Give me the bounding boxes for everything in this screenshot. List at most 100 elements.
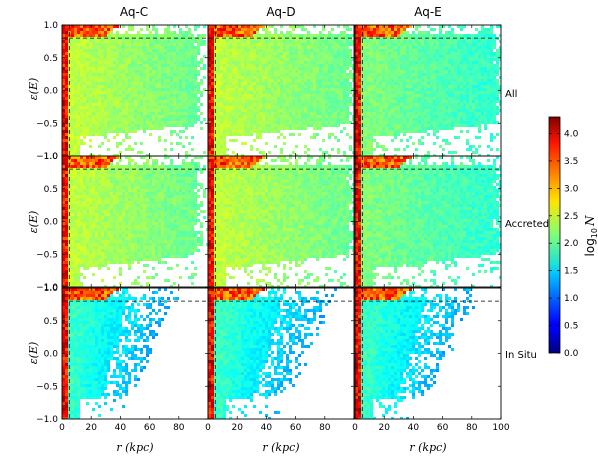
density-cell — [379, 103, 382, 106]
density-cell — [176, 58, 179, 61]
density-cell — [298, 97, 301, 100]
density-cell — [334, 55, 337, 58]
density-cell — [397, 94, 400, 97]
density-cell — [116, 34, 119, 37]
density-cell — [71, 100, 74, 103]
density-cell — [194, 73, 197, 76]
density-cell — [283, 40, 286, 43]
density-cell — [316, 67, 319, 70]
density-cell — [74, 46, 77, 49]
density-cell — [448, 67, 451, 70]
density-cell — [149, 61, 152, 64]
density-cell — [334, 121, 337, 124]
density-cell — [238, 34, 241, 37]
density-cell — [98, 124, 101, 127]
density-cell — [430, 49, 433, 52]
density-cell — [191, 91, 194, 94]
density-cell — [451, 112, 454, 115]
density-cell — [179, 64, 182, 67]
density-cell — [176, 97, 179, 100]
density-cell — [208, 49, 211, 52]
density-cell — [499, 109, 501, 112]
density-cell — [71, 46, 74, 49]
density-cell — [223, 52, 226, 55]
density-cell — [113, 100, 116, 103]
density-cell — [370, 106, 373, 109]
density-cell — [250, 133, 253, 136]
density-cell — [164, 61, 167, 64]
density-cell — [274, 40, 277, 43]
density-cell — [197, 70, 200, 73]
density-cell — [217, 91, 220, 94]
density-cell — [125, 91, 128, 94]
density-cell — [74, 121, 77, 124]
density-cell — [173, 79, 176, 82]
density-cell — [415, 88, 418, 91]
density-cell — [283, 109, 286, 112]
density-cell — [481, 82, 484, 85]
density-cell — [253, 28, 256, 31]
density-cell — [304, 40, 307, 43]
density-cell — [460, 49, 463, 52]
density-cell — [409, 55, 412, 58]
density-cell — [397, 118, 400, 121]
density-cell — [188, 61, 191, 64]
density-cell — [448, 58, 451, 61]
density-cell — [457, 67, 460, 70]
density-cell — [475, 109, 478, 112]
density-cell — [496, 94, 499, 97]
density-cell — [283, 46, 286, 49]
density-cell — [268, 109, 271, 112]
density-cell — [241, 70, 244, 73]
density-cell — [277, 109, 280, 112]
density-cell — [307, 109, 310, 112]
density-cell — [247, 64, 250, 67]
density-cell — [292, 25, 295, 28]
density-cell — [370, 112, 373, 115]
density-cell — [71, 67, 74, 70]
density-cell — [241, 121, 244, 124]
density-cell — [80, 88, 83, 91]
density-cell — [95, 25, 98, 28]
density-cell — [164, 58, 167, 61]
density-cell — [116, 67, 119, 70]
density-cell — [86, 106, 89, 109]
density-cell — [259, 85, 262, 88]
density-cell — [439, 40, 442, 43]
density-cell — [457, 73, 460, 76]
density-cell — [340, 76, 343, 79]
density-cell — [355, 64, 358, 67]
density-cell — [113, 37, 116, 40]
density-cell — [152, 61, 155, 64]
density-cell — [484, 118, 487, 121]
density-cell — [490, 91, 493, 94]
density-cell — [223, 55, 226, 58]
density-cell — [307, 121, 310, 124]
density-cell — [388, 103, 391, 106]
density-cell — [232, 55, 235, 58]
density-cell — [229, 85, 232, 88]
density-cell — [247, 70, 250, 73]
density-cell — [364, 103, 367, 106]
density-cell — [322, 61, 325, 64]
density-cell — [176, 91, 179, 94]
density-cell — [208, 145, 211, 148]
density-cell — [226, 67, 229, 70]
density-cell — [478, 94, 481, 97]
density-cell — [65, 67, 68, 70]
density-cell — [253, 40, 256, 43]
density-cell — [355, 37, 358, 40]
density-cell — [110, 115, 113, 118]
density-cell — [337, 25, 340, 28]
density-cell — [454, 97, 457, 100]
density-cell — [164, 52, 167, 55]
density-cell — [92, 88, 95, 91]
density-cell — [469, 112, 472, 115]
density-cell — [319, 40, 322, 43]
density-cell — [107, 49, 110, 52]
density-cell — [286, 79, 289, 82]
density-cell — [83, 37, 86, 40]
density-cell — [433, 58, 436, 61]
density-cell — [253, 94, 256, 97]
density-cell — [481, 97, 484, 100]
